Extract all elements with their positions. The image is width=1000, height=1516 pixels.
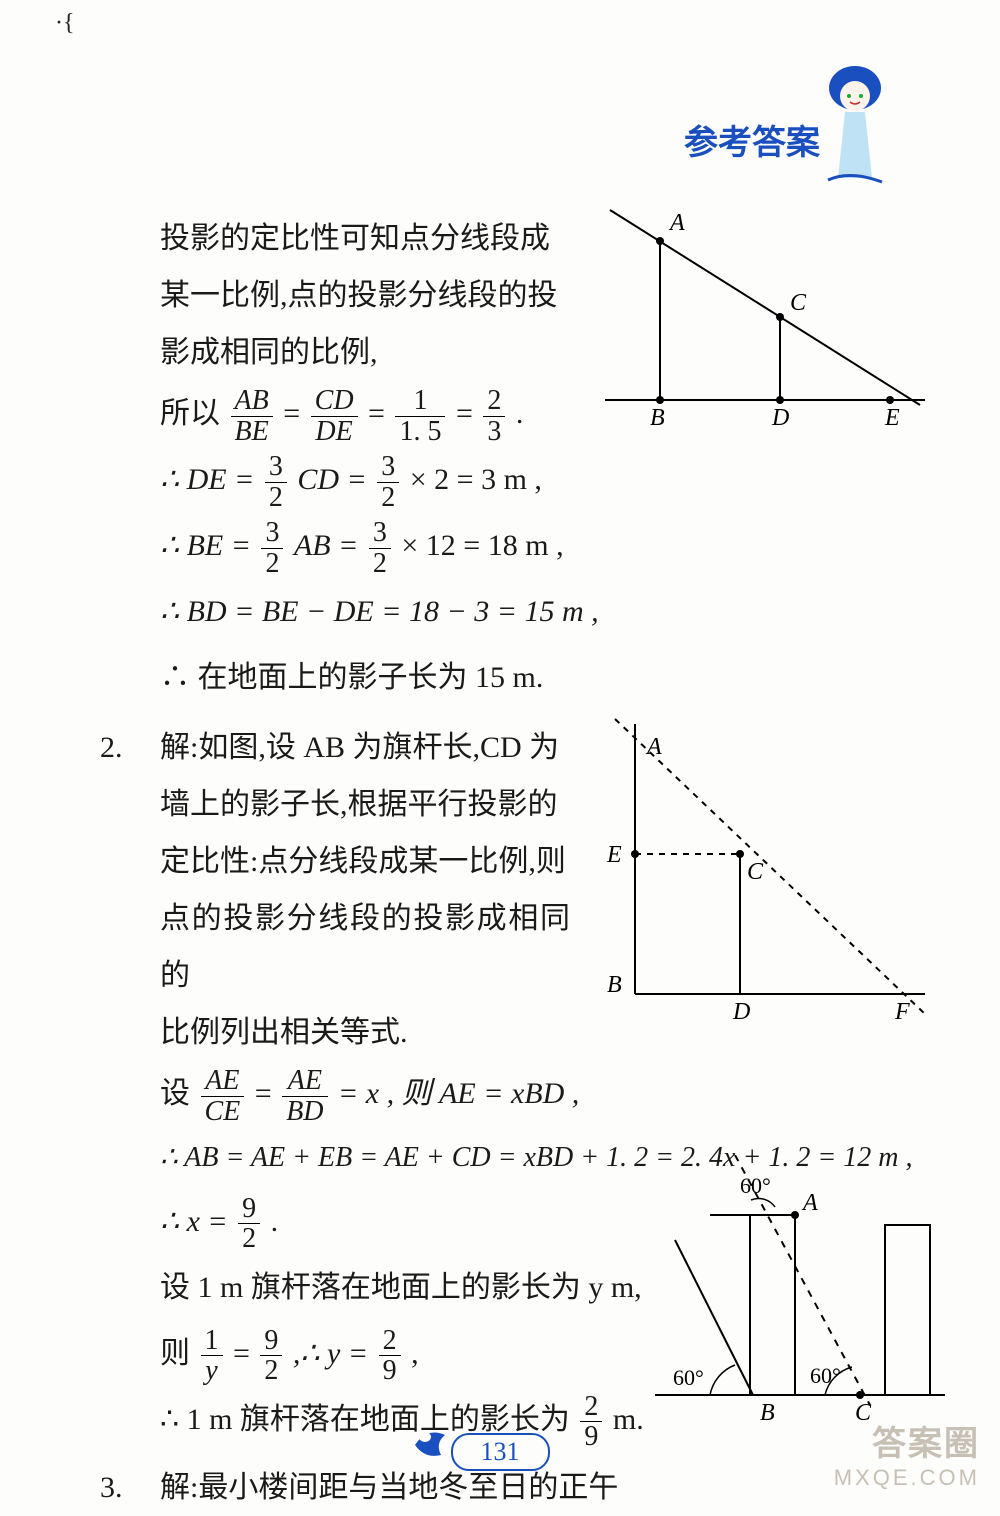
eqx: = x , 则 AE = xBD , [338,1077,579,1110]
pre: ∴ DE = [160,463,254,496]
d: 1. 5 [395,416,445,446]
p1-line3: 影成相同的比例, [100,324,570,381]
p1-de: ∴ DE = 32 CD = 32 × 2 = 3 m , [100,447,920,513]
watermark-line1: 答案圈 [834,1416,980,1465]
ang-br: 60° [810,1363,841,1388]
n: AE [282,1066,327,1095]
pre: ∴ x = [160,1205,228,1238]
tail: m. [613,1403,644,1436]
n: 9 [260,1326,282,1355]
n: AB [231,386,273,415]
lblA: A [645,734,662,760]
n: 2 [379,1326,401,1355]
p2-l1: 解:如图,设 AB 为旗杆长,CD 为 [100,719,570,776]
text: 所以 [160,397,220,430]
p2-l5: 比例列出相关等式. [100,1004,570,1061]
diagram-2: A E C B D F [595,714,935,1024]
lblA: A [801,1190,818,1216]
d: 2 [238,1223,260,1253]
d: DE [311,416,358,446]
d: y [201,1355,223,1385]
d: BE [231,416,273,446]
page-number: 131 [451,1433,550,1471]
d: CE [201,1096,245,1126]
tail: . [516,397,524,430]
p2-l2: 墙上的影子长,根据平行投影的 [100,776,570,833]
p2-y1: 设 1 m 旗杆落在地面上的影长为 y m, [100,1255,660,1321]
header-title: 参考答案 [684,115,820,164]
mul: × 2 = 3 m , [410,463,542,496]
content: 投影的定比性可知点分线段成 某一比例,点的投影分线段的投 影成相同的比例, 所以… [100,210,920,1516]
mascot-icon [810,60,900,190]
mid2: ,∴ y = [293,1337,376,1370]
pre: ∴ BE = [160,529,251,562]
d: 9 [379,1355,401,1385]
lblE: E [606,842,622,868]
lblB: B [650,405,665,430]
pre: 设 [160,1077,190,1110]
lblD: D [771,405,789,430]
d: 9 [580,1421,602,1451]
p2-set: 设 AECE = AEBD = x , 则 AE = xBD , [100,1061,920,1127]
p1-line1: 投影的定比性可知点分线段成 [100,210,570,267]
p2-label: 2. [100,719,123,776]
header: 参考答案 [650,60,910,180]
mid: = [233,1337,257,1370]
p1-be: ∴ BE = 32 AB = 32 × 12 = 18 m , [100,513,920,579]
lblE: E [884,405,900,430]
d: 2 [377,482,399,512]
lblC: C [790,290,807,316]
p2-y2: 则 1y = 92 ,∴ y = 29 , [100,1321,660,1387]
mid: CD = [297,463,366,496]
d: 3 [483,416,505,446]
pre: 则 [160,1337,190,1370]
d: 2 [369,548,391,578]
top-mark: ·{ [55,10,75,37]
n: 3 [377,452,399,481]
watermark-line2: MXQE.COM [834,1465,980,1491]
mul: × 12 = 18 m , [401,529,563,562]
tail: . [271,1205,279,1238]
p3-label: 3. [100,1459,123,1516]
p2-l4: 点的投影分线段的投影成相同的 [100,890,570,1004]
pre: ∴ 1 m 旗杆落在地面上的影长为 [160,1403,570,1436]
d: BD [282,1096,327,1126]
p3-text: 解:最小楼间距与当地冬至日的正午 [100,1459,660,1516]
lblB: B [760,1400,775,1425]
n: 9 [238,1194,260,1223]
n: AE [201,1066,245,1095]
n: 3 [265,452,287,481]
d: 2 [265,482,287,512]
p1-bd: ∴ BD = BE − DE = 18 − 3 = 15 m , [100,579,920,645]
ang-t: 60° [740,1173,771,1198]
page-number-box: 131 [425,1433,575,1471]
p1-line2: 某一比例,点的投影分线段的投 [100,267,570,324]
lblD: D [732,999,750,1024]
diagram-1: A C B D E [600,200,930,430]
d: 2 [261,548,283,578]
lblB: B [607,972,622,998]
mid: AB = [294,529,358,562]
tail: , [411,1337,419,1370]
n: CD [311,386,358,415]
lblA: A [668,210,685,236]
lblC: C [747,859,764,885]
n: 3 [369,518,391,547]
ang-bl: 60° [673,1365,704,1390]
d: 2 [260,1355,282,1385]
n: 2 [580,1392,602,1421]
p2-yans: ∴ 1 m 旗杆落在地面上的影长为 29 m. [100,1387,660,1453]
n: 2 [483,386,505,415]
page-ornament-icon [405,1415,460,1470]
lblF: F [894,999,910,1024]
p1-ans: ∴ 在地面上的影子长为 15 m. [100,645,920,711]
n: 1 [395,386,445,415]
watermark: 答案圈 MXQE.COM [834,1416,980,1491]
n: 1 [201,1326,223,1355]
diagram-3: 60° 60° 60° A B C [655,1155,945,1425]
t: 解:如图,设 AB 为旗杆长,CD 为 [160,731,559,764]
p2-l3: 定比性:点分线段成某一比例,则 [100,833,570,890]
n: 3 [261,518,283,547]
